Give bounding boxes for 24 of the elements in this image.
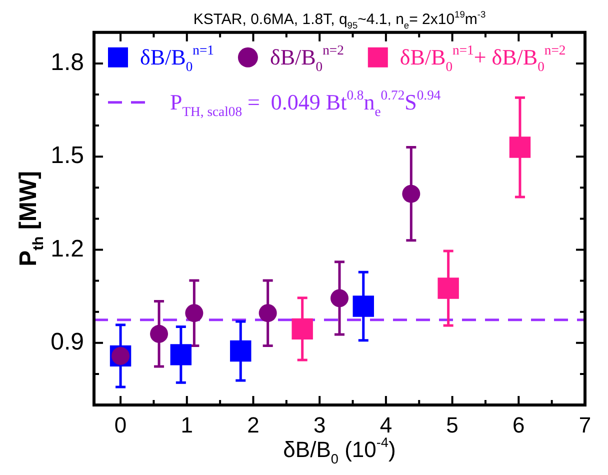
x-tick-label: 7 — [578, 412, 592, 438]
x-tick-label: 1 — [180, 412, 194, 438]
point — [230, 340, 252, 362]
point — [509, 136, 531, 158]
point — [292, 318, 313, 340]
x-tick-label: 5 — [446, 412, 458, 438]
point — [185, 304, 204, 322]
point — [352, 296, 374, 317]
y-tick-label: 0.9 — [50, 328, 84, 356]
y-tick-label: 1.2 — [50, 235, 84, 262]
point — [402, 184, 420, 203]
x-tick-label: 4 — [380, 412, 392, 438]
point — [150, 324, 168, 343]
y-tick-label: 1.5 — [50, 142, 84, 170]
point — [438, 278, 459, 299]
x-tick-label: 2 — [247, 412, 260, 438]
x-tick-label: 6 — [512, 412, 525, 438]
point — [330, 289, 348, 308]
y-tick-label: 1.8 — [50, 49, 84, 76]
point — [258, 304, 277, 322]
point — [170, 344, 192, 366]
x-tick-label: 0 — [114, 412, 127, 438]
x-tick-label: 3 — [313, 412, 326, 438]
y-axis-title: Pth [MW] — [15, 171, 48, 266]
